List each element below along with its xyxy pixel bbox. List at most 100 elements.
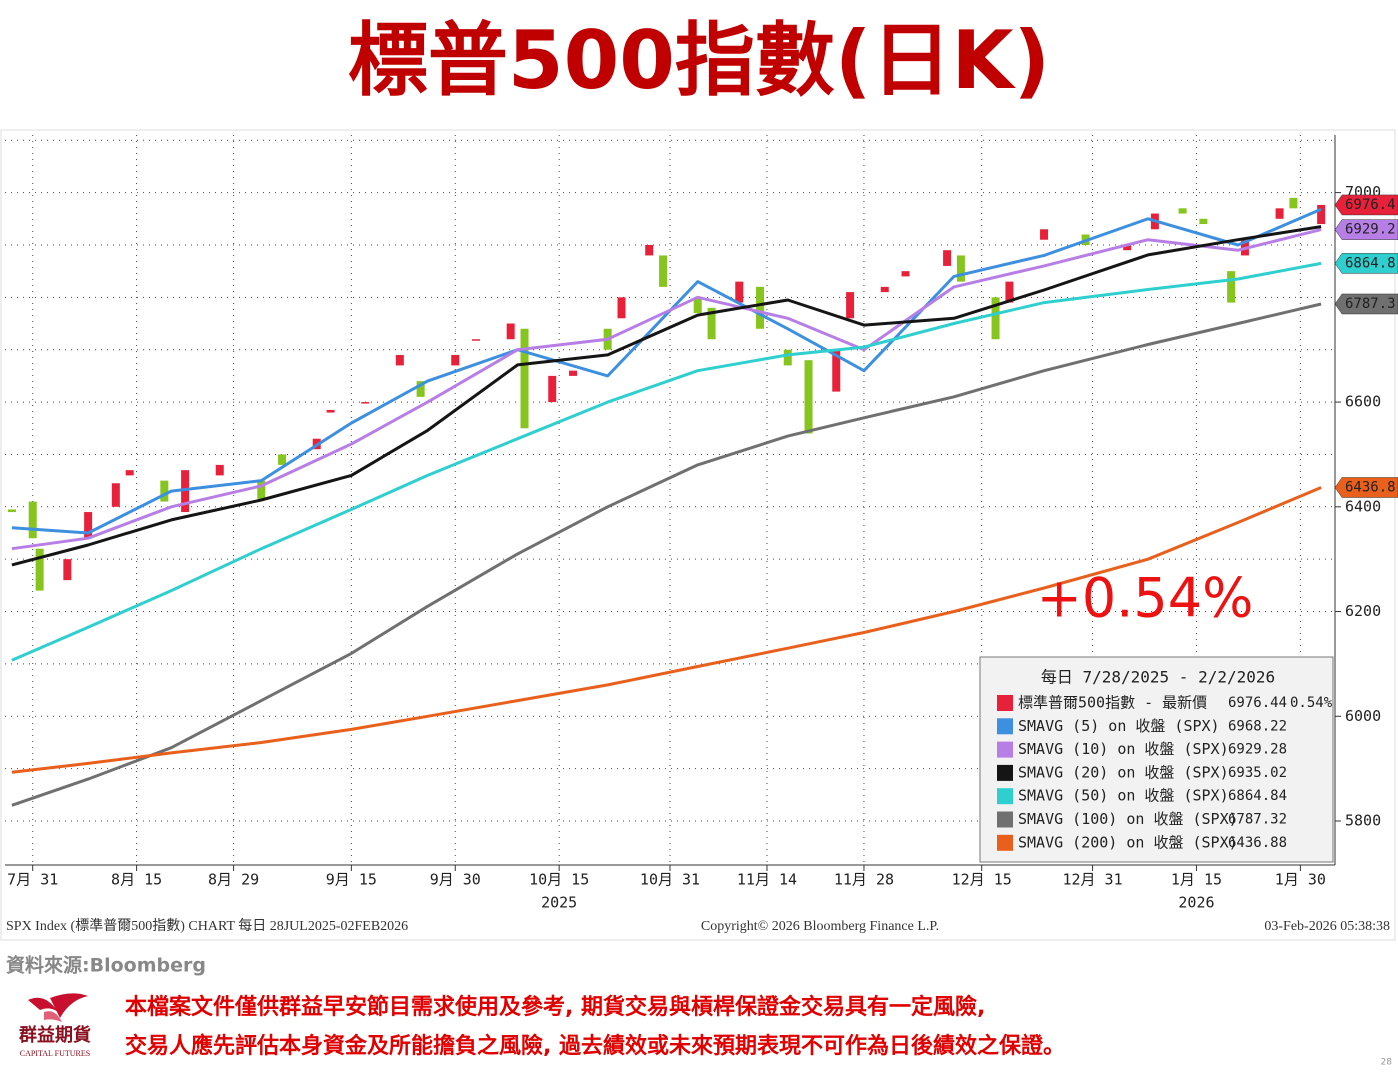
legend-label: SMAVG (10) on 收盤 (SPX) xyxy=(1018,740,1229,758)
candle xyxy=(63,559,72,581)
legend-swatch xyxy=(997,811,1013,828)
ma-line xyxy=(11,302,1322,807)
legend-swatch xyxy=(997,718,1013,735)
disclaimer-line: 交易人應先評估本身資金及所能擔負之風險, 過去績效或未來預期表現不可作為日後績效… xyxy=(125,1033,1065,1059)
legend-swatch xyxy=(997,788,1013,805)
candle xyxy=(846,292,855,319)
candle xyxy=(901,271,910,277)
disclaimer-line: 本檔案文件僅供群益早安節目需求使用及參考, 期貨交易與槓桿保證金交易具有一定風險… xyxy=(125,994,985,1020)
candle xyxy=(1040,229,1049,240)
legend-label: SMAVG (20) on 收盤 (SPX) xyxy=(1018,763,1229,781)
x-tick-label: 12月 31 xyxy=(1062,871,1122,889)
candle xyxy=(35,548,44,591)
legend-swatch xyxy=(997,834,1013,851)
legend-value: 6935.02 xyxy=(1228,765,1287,781)
candle xyxy=(1005,281,1014,303)
candle xyxy=(943,250,952,266)
value-tag-label: 6787.3 xyxy=(1345,296,1396,312)
candle xyxy=(506,323,515,340)
candle xyxy=(111,483,120,507)
legend-label: SMAVG (200) on 收盤 (SPX) xyxy=(1018,833,1238,851)
candle xyxy=(548,375,557,403)
legend-swatch xyxy=(997,764,1013,781)
candle xyxy=(783,349,792,366)
candle xyxy=(84,512,93,539)
legend-label: SMAVG (5) on 收盤 (SPX) xyxy=(1018,717,1220,735)
x-tick-label: 10月 31 xyxy=(640,871,700,889)
candle xyxy=(1199,218,1208,225)
legend-title: 每日 7/28/2025 - 2/2/2026 xyxy=(1041,668,1275,687)
candle xyxy=(832,349,841,392)
logo-sub: CAPITAL FUTURES xyxy=(20,1049,90,1058)
candle xyxy=(1123,244,1132,251)
value-tag xyxy=(1334,219,1398,240)
candle xyxy=(991,297,1000,340)
value-tag xyxy=(1334,194,1398,216)
x-tick-label: 9月 15 xyxy=(326,871,377,889)
ma-line xyxy=(11,486,1322,774)
x-year-label: 2025 xyxy=(541,894,577,912)
y-tick-label: 5800 xyxy=(1345,812,1381,830)
ma-line xyxy=(11,207,1322,535)
candle xyxy=(956,255,965,282)
logo-name: 群益期貨 xyxy=(19,1024,91,1045)
value-tag xyxy=(1334,477,1398,498)
chart-frame xyxy=(0,129,1396,941)
candle xyxy=(659,255,668,287)
annotation: +0.54% xyxy=(1037,567,1254,630)
legend-box xyxy=(979,656,1334,863)
candle xyxy=(645,244,654,256)
legend-value: 6436.88 xyxy=(1228,835,1287,851)
source: 資料來源:Bloomberg xyxy=(6,954,206,977)
candle xyxy=(416,381,425,397)
candle xyxy=(361,402,370,404)
candle xyxy=(451,354,460,366)
candle xyxy=(215,464,224,476)
slide-title: 標普500指數(日K) xyxy=(348,14,1050,107)
x-tick-label: 12月 15 xyxy=(952,871,1012,889)
value-tag-label: 6929.2 xyxy=(1345,222,1396,238)
candle xyxy=(1227,271,1236,303)
candle xyxy=(1317,204,1326,225)
value-tag-label: 6976.4 xyxy=(1345,197,1396,213)
value-tag xyxy=(1334,253,1398,274)
legend-swatch xyxy=(997,741,1013,758)
x-tick-label: 10月 15 xyxy=(529,871,589,889)
x-tick-label: 9月 30 xyxy=(430,871,481,889)
value-tag xyxy=(1334,293,1398,315)
legend-label: SMAVG (50) on 收盤 (SPX) xyxy=(1018,787,1229,805)
y-tick-label: 6200 xyxy=(1345,602,1381,620)
x-tick-label: 7月 31 xyxy=(7,871,58,889)
candle xyxy=(326,409,335,413)
ma-line xyxy=(11,261,1322,662)
x-tick-label: 8月 29 xyxy=(208,871,259,889)
x-tick-label: 11月 28 xyxy=(834,871,894,889)
value-tag-label: 6436.8 xyxy=(1345,479,1396,495)
candle xyxy=(693,297,702,314)
logo-mark xyxy=(28,993,88,1022)
candle xyxy=(707,307,716,340)
x-tick-label: 1月 30 xyxy=(1275,871,1326,889)
candle xyxy=(617,297,626,319)
page-number: 28 xyxy=(1381,1058,1393,1068)
candle xyxy=(472,339,481,341)
legend-value: 6929.28 xyxy=(1228,742,1287,758)
candle xyxy=(569,370,578,376)
candle xyxy=(756,286,765,329)
legend-value: 6968.22 xyxy=(1228,718,1287,734)
candle xyxy=(880,286,889,293)
x-year-label: 2026 xyxy=(1178,894,1214,912)
candle xyxy=(181,470,190,513)
footer-center: Copyright© 2026 Bloomberg Finance L.P. xyxy=(701,919,939,934)
legend-value: 6787.32 xyxy=(1228,812,1287,828)
legend-change: 0.54% xyxy=(1290,695,1333,711)
x-tick-label: 11月 14 xyxy=(737,871,797,889)
legend-label: SMAVG (100) on 收盤 (SPX) xyxy=(1018,810,1238,828)
legend-value: 6976.44 xyxy=(1228,695,1287,711)
legend-value: 6864.84 xyxy=(1228,788,1287,804)
candle xyxy=(1178,208,1187,214)
candle xyxy=(125,470,134,476)
